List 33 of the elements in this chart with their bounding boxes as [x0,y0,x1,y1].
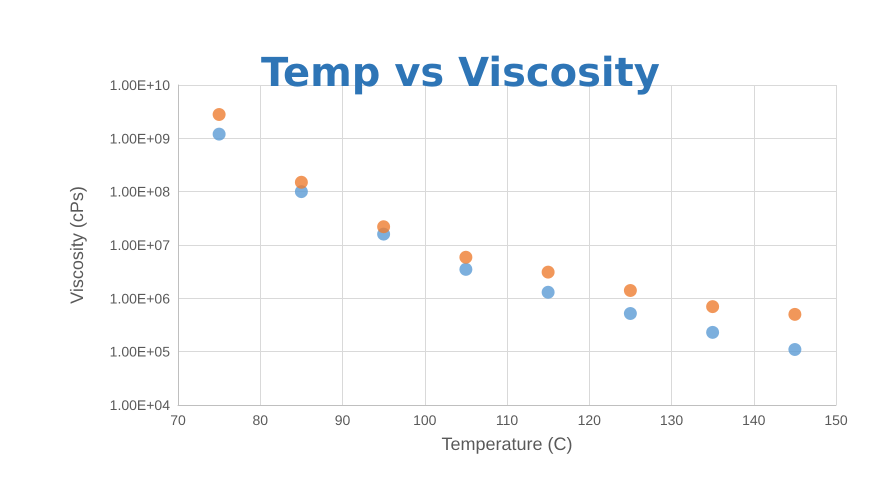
x-tick-label: 120 [578,412,602,428]
point [377,220,390,234]
x-tick-label: 80 [252,412,268,428]
y-tick-label: 1.00E+08 [110,184,170,200]
y-tick-label: 1.00E+05 [110,344,170,360]
y-tick-label: 1.00E+07 [110,237,170,253]
y-tick-label: 1.00E+06 [110,290,170,306]
point [542,266,555,279]
x-tick-label: 140 [742,412,766,428]
x-axis-title: Temperature (C) [441,434,573,454]
point [624,306,637,320]
y-tick-label: 1.00E+10 [110,77,170,93]
point [624,284,637,298]
point [212,128,226,141]
point [212,108,226,121]
x-tick-label: 70 [170,412,186,428]
y-axis-title: Viscosity (cPs) [67,186,87,304]
x-tick-label: 100 [413,412,437,428]
y-tick-label: 1.00E+04 [110,397,170,413]
x-tick-label: 150 [824,412,848,428]
point [788,342,802,356]
point [459,262,472,276]
x-tick-label: 110 [496,412,518,428]
point [542,286,555,299]
point [294,176,308,189]
point [706,326,720,339]
x-tick-label: 90 [334,412,350,428]
x-tick-label: 130 [660,412,684,428]
point [459,250,472,264]
chart-title: Temp vs Viscosity [261,50,660,96]
point [788,308,802,321]
y-tick-label: 1.00E+09 [110,130,170,146]
point [706,300,720,314]
